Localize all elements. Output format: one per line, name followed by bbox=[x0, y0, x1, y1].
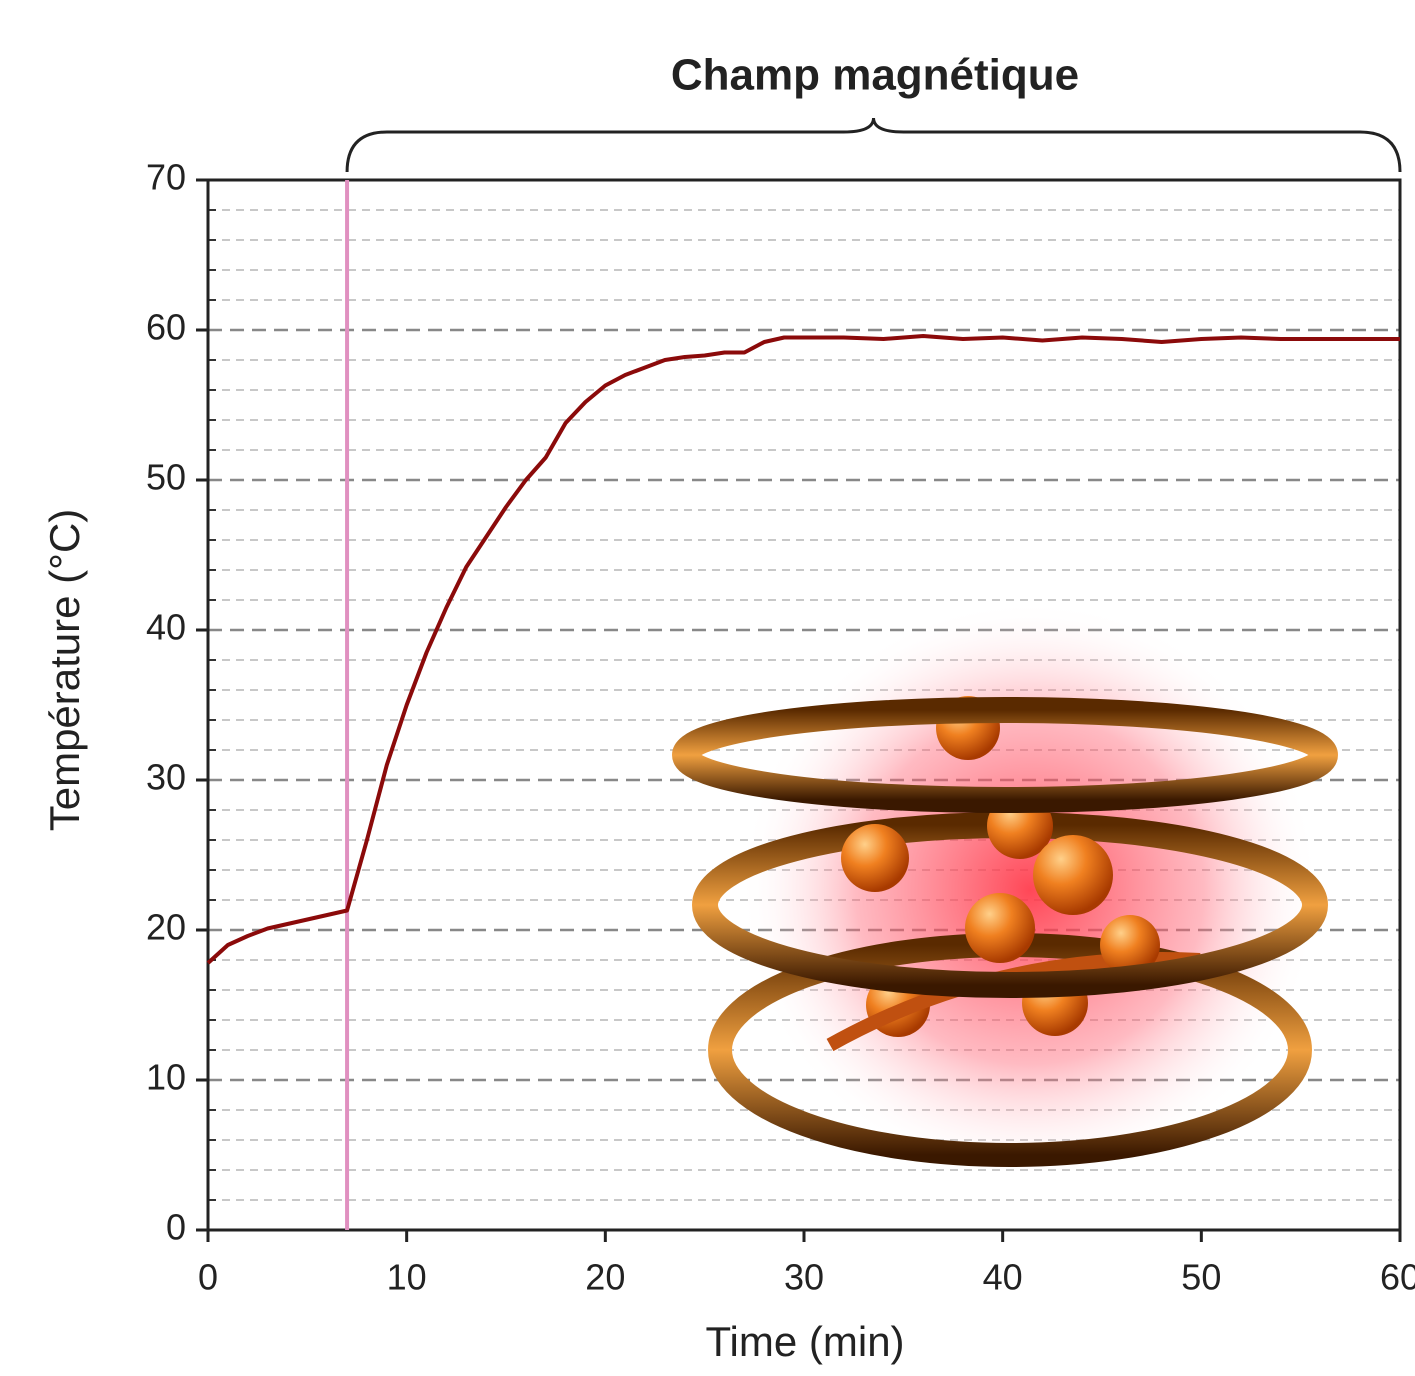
y-tick-label: 60 bbox=[146, 307, 186, 348]
y-tick-label: 50 bbox=[146, 457, 186, 498]
y-tick-label: 40 bbox=[146, 607, 186, 648]
y-axis-label: Température (°C) bbox=[41, 509, 88, 832]
y-tick-label: 30 bbox=[146, 757, 186, 798]
coil-turn bbox=[672, 697, 1338, 813]
x-tick-label: 40 bbox=[983, 1257, 1023, 1298]
data-line bbox=[206, 334, 1400, 965]
x-axis-label: Time (min) bbox=[705, 1318, 904, 1365]
brace bbox=[345, 117, 1402, 173]
y-tick-label: 0 bbox=[166, 1207, 186, 1248]
glow bbox=[740, 600, 1320, 1180]
coil-end bbox=[745, 668, 818, 690]
particle bbox=[841, 824, 909, 892]
coil-illustration bbox=[672, 600, 1338, 1180]
particle bbox=[965, 893, 1035, 963]
particle bbox=[1033, 835, 1113, 915]
x-tick-label: 10 bbox=[387, 1257, 427, 1298]
x-tick-label: 0 bbox=[198, 1257, 218, 1298]
x-tick-label: 30 bbox=[784, 1257, 824, 1298]
y-tick-label: 70 bbox=[146, 157, 186, 198]
x-tick-label: 50 bbox=[1181, 1257, 1221, 1298]
chart-title: Champ magnétique bbox=[671, 51, 1079, 100]
plot-frame bbox=[206, 178, 1402, 1232]
x-tick-label: 20 bbox=[585, 1257, 625, 1298]
x-tick-label: 60 bbox=[1380, 1257, 1415, 1298]
y-tick-label: 10 bbox=[146, 1057, 186, 1098]
particle bbox=[1100, 915, 1160, 975]
y-tick-label: 20 bbox=[146, 907, 186, 948]
